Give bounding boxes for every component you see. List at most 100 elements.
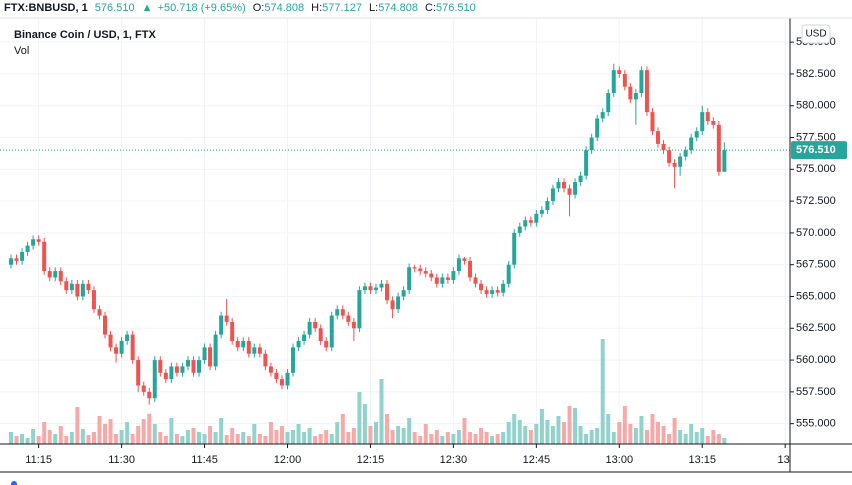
candle-body xyxy=(191,360,196,373)
candle-body xyxy=(584,150,589,176)
volume-bar xyxy=(484,432,489,444)
candle-body xyxy=(600,112,605,119)
candle-body xyxy=(650,112,655,132)
candle-body xyxy=(562,182,566,189)
volume-bar xyxy=(611,432,616,444)
volume-bar xyxy=(678,430,683,444)
volume-bar xyxy=(75,407,80,444)
volume-bar xyxy=(373,422,378,444)
candle-body xyxy=(683,150,688,157)
candle-body xyxy=(716,124,721,172)
volume-bar xyxy=(257,434,262,444)
last-price-badge xyxy=(791,141,847,160)
volume-bar xyxy=(467,432,472,444)
candle-body xyxy=(80,283,85,297)
candle-body xyxy=(589,137,594,151)
candle-body xyxy=(235,340,240,348)
volume-bar xyxy=(644,430,649,444)
grid xyxy=(0,18,790,444)
volume-bar xyxy=(141,419,146,444)
ohlc-label: H: xyxy=(311,2,322,14)
candle-body xyxy=(302,334,307,341)
volume-bar xyxy=(495,434,500,444)
indicator-icon[interactable] xyxy=(11,481,17,485)
ohlc-label: L: xyxy=(369,2,378,14)
volume-bar xyxy=(694,432,699,444)
volume-bar xyxy=(114,434,119,444)
volume-bar xyxy=(25,438,30,444)
volume-bar xyxy=(550,426,555,444)
candle-body xyxy=(412,267,417,269)
ohlc-value: 574.808 xyxy=(378,2,418,14)
candle-body xyxy=(595,118,600,138)
y-tick-label: 572.500 xyxy=(796,195,836,207)
volume-bar xyxy=(202,434,207,444)
candle-body xyxy=(429,273,434,278)
volume-bar xyxy=(64,436,69,444)
volume-bar xyxy=(185,430,190,444)
candle-body xyxy=(451,271,456,280)
volume-bar xyxy=(401,428,406,444)
candle-body xyxy=(25,245,30,252)
volume-bar xyxy=(80,429,85,444)
candle-body xyxy=(528,220,533,223)
candle-body xyxy=(550,188,555,202)
ohlc-value: 576.510 xyxy=(436,2,476,14)
candle-body xyxy=(268,366,273,373)
candle-body xyxy=(401,290,406,297)
symbol: FTX:BNBUSD, 1 xyxy=(4,2,88,14)
volume-bar xyxy=(296,424,301,444)
candle-body xyxy=(53,271,58,278)
volume-bar xyxy=(246,436,251,444)
candle-body xyxy=(241,340,246,348)
candle-body xyxy=(578,175,583,183)
volume-bar xyxy=(307,428,312,444)
change-arrow: ▲ xyxy=(142,2,153,14)
volume-bar xyxy=(9,432,13,444)
y-tick-label: 562.500 xyxy=(796,322,836,334)
volume-bar xyxy=(528,430,533,444)
last-price-label: 576.510 xyxy=(796,144,836,156)
candle-body xyxy=(661,143,666,151)
y-tick-label: 565.000 xyxy=(796,290,836,302)
volume-bar xyxy=(351,428,356,444)
candle-body xyxy=(47,271,52,278)
candle-body xyxy=(230,321,235,341)
candle-body xyxy=(130,334,135,361)
volume-bar xyxy=(512,414,517,444)
x-tick-label: 12:00 xyxy=(274,454,302,466)
ohlc-label: C: xyxy=(425,2,436,14)
volume-bar xyxy=(534,424,539,444)
volume-bar xyxy=(418,436,423,444)
candle-body xyxy=(274,372,279,380)
volume-bar xyxy=(329,434,334,444)
volume-bar xyxy=(346,432,351,444)
candle-body xyxy=(64,281,69,291)
candle-body xyxy=(617,70,622,74)
y-tick-label: 577.500 xyxy=(796,131,836,143)
y-tick-label: 567.500 xyxy=(796,259,836,271)
y-tick-label: 575.000 xyxy=(796,163,836,175)
ohlc-value: 574.808 xyxy=(264,2,304,14)
volume-bar xyxy=(639,416,644,444)
x-tick-label: 12:15 xyxy=(357,454,385,466)
volume-bar xyxy=(661,426,666,444)
volume-bar xyxy=(174,434,179,444)
candle-layer xyxy=(9,63,727,405)
candle-body xyxy=(390,300,395,310)
volume-bar xyxy=(633,428,638,444)
candle-body xyxy=(224,315,229,322)
candle-body xyxy=(479,283,484,291)
volume-bar xyxy=(252,424,257,444)
candle-body xyxy=(495,290,500,293)
volume-bar xyxy=(357,392,362,444)
volume-bar xyxy=(545,420,550,444)
volume-bar xyxy=(42,422,47,444)
volume-bar xyxy=(268,422,273,444)
volume-bar xyxy=(650,414,655,444)
candle-body xyxy=(174,366,179,373)
volume-bar xyxy=(423,424,428,444)
change: +50.718 (+9.65%) xyxy=(158,2,246,14)
candle-body xyxy=(567,188,572,195)
